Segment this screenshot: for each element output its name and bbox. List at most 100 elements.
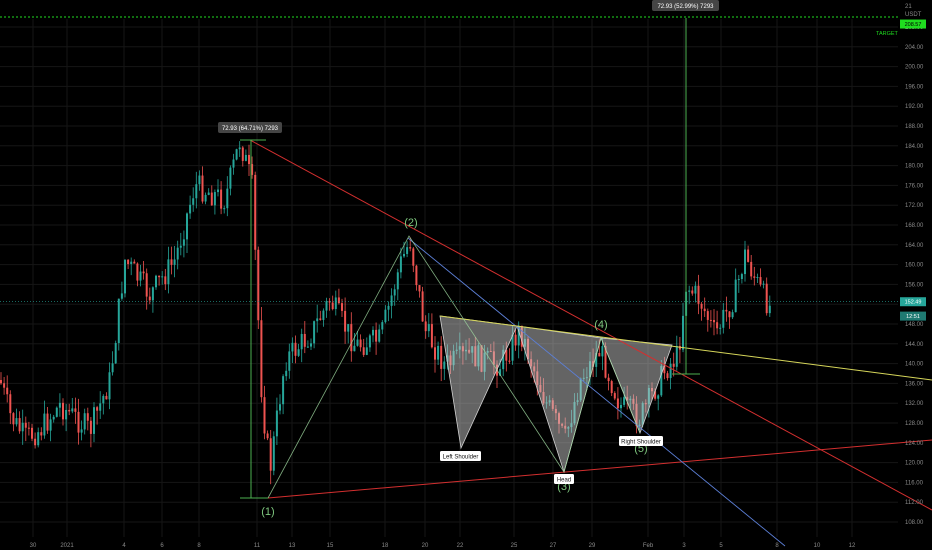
candle-body xyxy=(396,272,399,290)
candle-body xyxy=(347,324,350,332)
candle-body xyxy=(731,312,734,318)
candle-body xyxy=(350,324,353,352)
candle-body xyxy=(15,418,18,425)
candle-body xyxy=(700,303,703,309)
candle-body xyxy=(595,353,598,367)
candle-body xyxy=(40,432,43,436)
x-tick-label: 29 xyxy=(589,543,596,549)
measure-label-2: 72.93 (52.99%) 7293 xyxy=(657,4,714,10)
time-axis[interactable]: 30 2021 4 6 8 11 13 15 18 20 22 25 27 29 Feb 3 5 8 10 12 xyxy=(30,543,856,549)
candle-body xyxy=(65,409,68,420)
wave-zigzag[interactable] xyxy=(267,235,641,499)
candle-body xyxy=(616,398,619,409)
x-tick-label: 12 xyxy=(849,543,856,549)
candle-body xyxy=(682,315,684,350)
candle-body xyxy=(331,302,334,310)
x-tick-label: 15 xyxy=(327,543,334,549)
candle-body xyxy=(341,303,343,311)
candle-body xyxy=(229,167,232,189)
candle-body xyxy=(706,311,709,320)
candle-body xyxy=(678,345,681,350)
x-tick-label: 11 xyxy=(254,543,261,549)
target-price-box xyxy=(900,19,926,29)
candle-body xyxy=(18,418,21,432)
candle-body xyxy=(120,293,123,299)
candle-body xyxy=(734,279,737,313)
y-tick-label: 176.00 xyxy=(905,183,924,189)
candle-body xyxy=(378,329,381,342)
candle-body xyxy=(427,324,430,332)
y-tick-label: 192.00 xyxy=(905,104,924,110)
y-tick-label: 160.00 xyxy=(905,263,924,269)
candle-body xyxy=(139,271,142,281)
candle-body xyxy=(155,275,157,288)
y-tick-label: 196.00 xyxy=(905,84,924,90)
candle-body xyxy=(133,261,136,264)
candle-body xyxy=(269,438,272,471)
wave-label-4: (4) xyxy=(594,319,607,331)
candle-body xyxy=(328,301,331,303)
candle-body xyxy=(344,310,347,332)
candle-body xyxy=(111,363,114,373)
measure-label-1: 72.93 (64.71%) 7293 xyxy=(222,126,279,132)
candle-body xyxy=(514,334,517,346)
candle-body xyxy=(210,192,213,206)
candle-body xyxy=(71,408,74,412)
trendline-blue[interactable] xyxy=(407,237,786,547)
candle-body xyxy=(719,327,722,329)
candle-body xyxy=(368,335,371,348)
price-scale-top: 21 xyxy=(905,4,912,10)
candle-body xyxy=(226,188,229,209)
x-tick-label: 13 xyxy=(289,543,296,549)
candle-body xyxy=(124,259,126,294)
y-tick-label: 132.00 xyxy=(905,401,924,407)
candle-body xyxy=(195,184,198,199)
candle-body xyxy=(316,318,319,322)
candle-body xyxy=(334,297,337,310)
candle-body xyxy=(114,342,117,364)
candle-body xyxy=(235,149,238,160)
x-tick-label: 6 xyxy=(160,543,164,549)
candle-body xyxy=(604,346,607,378)
candle-body xyxy=(505,349,508,361)
candle-body xyxy=(49,419,52,431)
y-tick-label: 136.00 xyxy=(905,381,924,387)
candle-body xyxy=(365,347,368,355)
candle-body xyxy=(716,322,719,329)
candle-body xyxy=(31,427,33,439)
candle-body xyxy=(55,407,58,417)
candle-body xyxy=(713,320,715,323)
y-tick-label: 148.00 xyxy=(905,322,924,328)
upper-trendline-red[interactable] xyxy=(249,139,932,511)
candle-body xyxy=(356,339,359,346)
candle-body xyxy=(127,259,130,265)
lower-trendline-red[interactable] xyxy=(267,439,932,499)
candle-body xyxy=(424,321,427,332)
candle-body xyxy=(390,295,393,306)
y-tick-label: 188.00 xyxy=(905,124,924,130)
candle-body xyxy=(430,324,433,348)
candle-body xyxy=(601,346,604,357)
y-tick-label: 124.00 xyxy=(905,441,924,447)
candle-body xyxy=(0,380,2,384)
y-tick-label: 172.00 xyxy=(905,203,924,209)
candle-body xyxy=(353,345,356,352)
candle-body xyxy=(666,373,669,379)
candle-body xyxy=(232,159,235,168)
grid xyxy=(0,19,898,537)
candle-body xyxy=(623,397,626,405)
candle-body xyxy=(703,308,706,312)
candle-body xyxy=(313,321,316,344)
candle-body xyxy=(241,147,244,161)
y-tick-label: 116.00 xyxy=(905,480,924,486)
candle-body xyxy=(613,393,616,399)
candle-body xyxy=(77,411,80,433)
candle-body xyxy=(86,413,89,421)
candle-body xyxy=(325,301,328,311)
candle-body xyxy=(167,259,170,285)
candle-body xyxy=(108,372,111,400)
head-label: Head xyxy=(557,478,571,484)
candle-body xyxy=(3,383,6,388)
candle-body xyxy=(306,346,309,348)
